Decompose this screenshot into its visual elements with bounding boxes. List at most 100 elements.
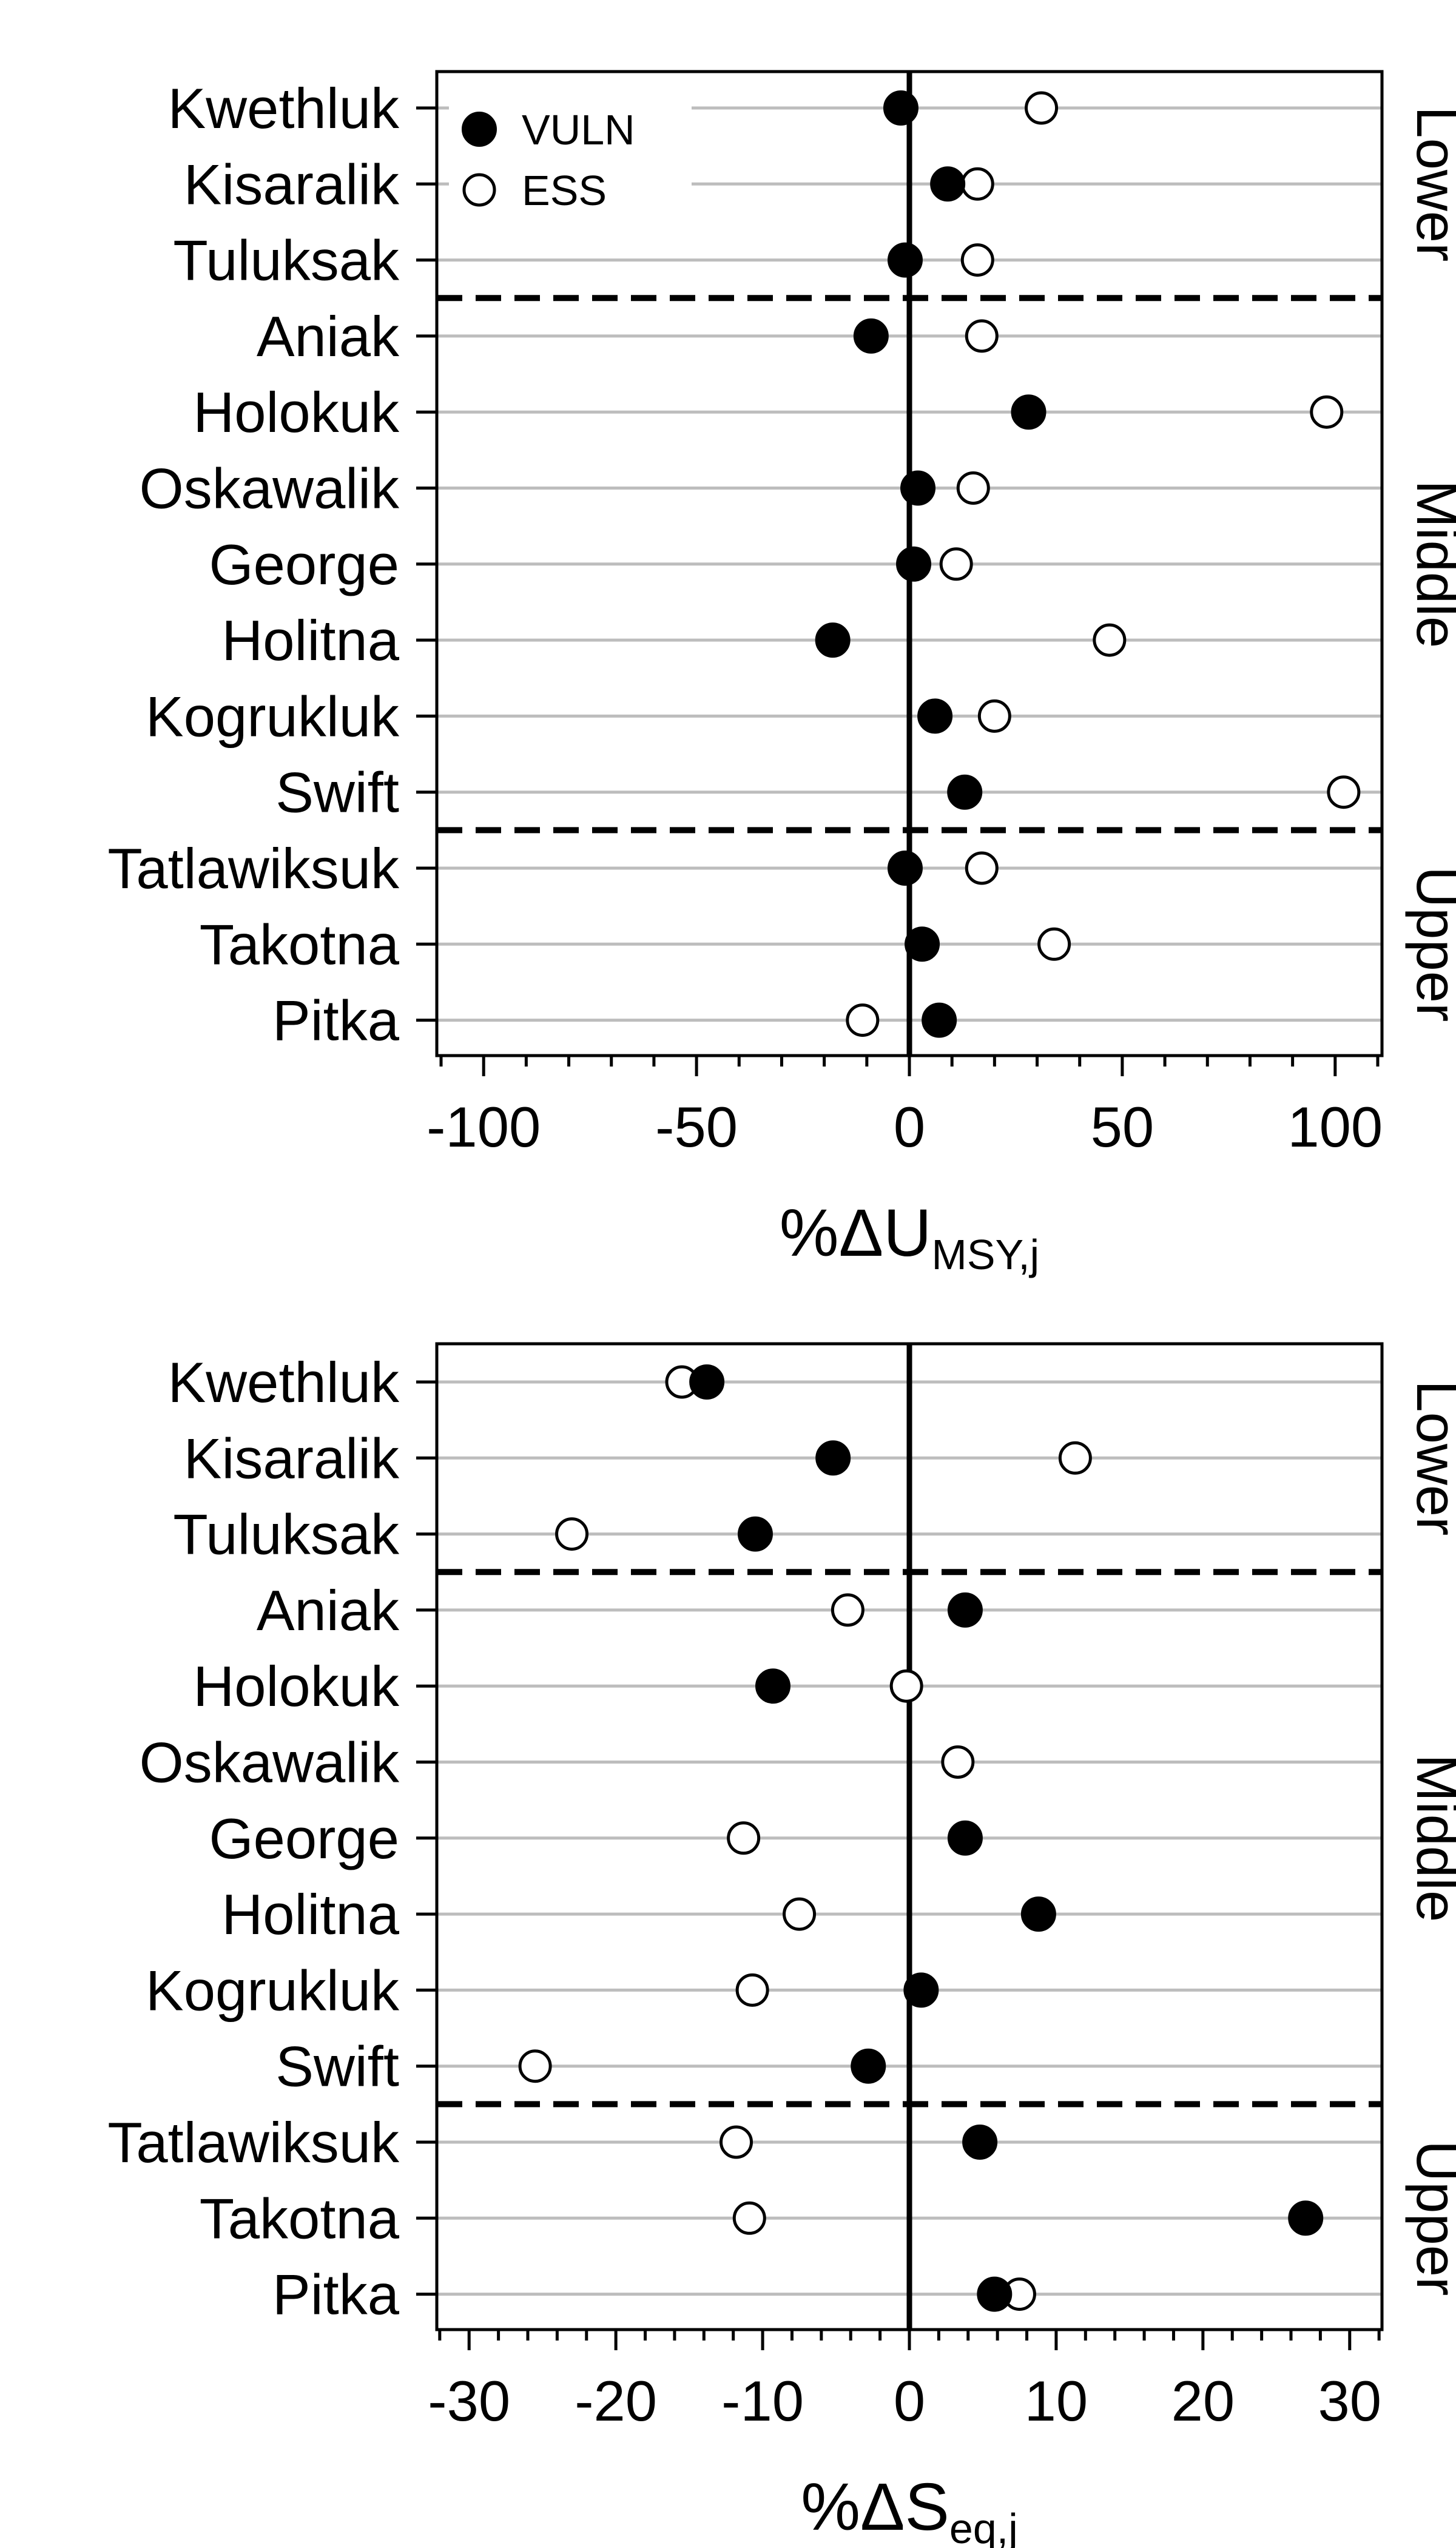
category-label: Oskawalik (140, 457, 400, 521)
ess-point (977, 699, 1011, 733)
category-label: Holokuk (193, 380, 400, 444)
ess-point (831, 1593, 864, 1627)
category-label: George (209, 1807, 399, 1870)
vuln-point (930, 166, 966, 202)
x-tick-label: 0 (894, 2369, 925, 2433)
x-axis-title: %ΔSeq,j (801, 2470, 1018, 2548)
ess-point (1093, 623, 1127, 657)
x-tick-label: 30 (1318, 2369, 1381, 2433)
ess-point (518, 2049, 552, 2083)
x-tick-label: 50 (1091, 1095, 1154, 1159)
vuln-point (896, 546, 932, 582)
vuln-point (900, 470, 936, 506)
vuln-point (1288, 2200, 1324, 2236)
category-label: Kogrukluk (146, 684, 400, 748)
vuln-point (922, 1002, 957, 1038)
ess-point (939, 547, 973, 581)
vuln-point (883, 90, 918, 126)
vuln-point (853, 318, 889, 354)
vuln-point (1020, 1896, 1056, 1932)
region-label: Upper (1405, 2140, 1456, 2296)
ess-point (732, 2201, 766, 2235)
vuln-point (947, 774, 983, 810)
vuln-point (689, 1364, 725, 1400)
category-label: Oskawalik (140, 1731, 400, 1795)
vuln-point (947, 1820, 983, 1856)
region-label: Lower (1405, 1380, 1456, 1535)
x-tick-label: -50 (655, 1095, 738, 1159)
category-label: Kwethluk (168, 1350, 400, 1414)
x-tick-label: -30 (428, 2369, 510, 2433)
category-label: Swift (275, 761, 399, 824)
ess-point (965, 319, 999, 353)
vuln-point (737, 1516, 773, 1552)
ess-point (941, 1745, 975, 1779)
ess-point (1037, 927, 1071, 961)
panel-seq: Lower Middle Upper Kwethluk Kisaralik Tuluksa… (107, 1342, 1456, 2548)
x-tick-label: 0 (894, 1095, 925, 1159)
category-label: Holitna (221, 1882, 399, 1946)
ess-point (783, 1897, 817, 1931)
ess-point (889, 1669, 923, 1703)
category-label: George (209, 533, 399, 596)
vuln-point (1011, 394, 1046, 430)
category-label: Pitka (272, 989, 400, 1053)
legend-vuln-marker (462, 112, 497, 147)
vuln-point (917, 698, 953, 734)
category-label: Holokuk (193, 1654, 400, 1718)
category-label: Aniak (257, 305, 400, 368)
region-label: Middle (1405, 480, 1456, 648)
vuln-point (887, 242, 923, 278)
vuln-point (962, 2125, 998, 2160)
ess-point (720, 2125, 753, 2159)
vuln-point (887, 851, 923, 886)
ess-point (956, 471, 990, 505)
category-label: Tatlawiksuk (107, 2111, 400, 2174)
ess-point (1058, 1441, 1092, 1475)
x-tick-label: 100 (1287, 1095, 1383, 1159)
legend-vuln-label: VULN (522, 106, 635, 153)
category-label: Swift (275, 2035, 399, 2098)
vuln-point (977, 2276, 1013, 2312)
ess-point (1327, 775, 1361, 809)
category-label: Takotna (200, 2186, 400, 2250)
category-label: Kisaralik (184, 1426, 400, 1490)
panel-umsy: Lower Middle Upper Kwethluk Kisaralik Tuluksa… (107, 70, 1456, 1278)
region-label: Lower (1405, 106, 1456, 261)
ess-point (960, 167, 994, 201)
vuln-point (755, 1668, 791, 1704)
category-label: Aniak (257, 1579, 400, 1642)
category-label: Kisaralik (184, 152, 400, 216)
x-axis-title: %ΔUMSY,j (780, 1196, 1039, 1278)
legend-ess-label: ESS (522, 167, 607, 214)
x-tick-label: -10 (721, 2369, 804, 2433)
ess-point (727, 1821, 761, 1855)
ess-point (1310, 395, 1344, 429)
x-tick-label: -100 (426, 1095, 541, 1159)
vuln-point (947, 1592, 983, 1628)
category-label: Tatlawiksuk (107, 837, 400, 900)
ess-point (1025, 91, 1059, 125)
region-label: Upper (1405, 866, 1456, 1022)
ess-point (846, 1003, 880, 1037)
category-label: Tuluksak (173, 229, 400, 292)
category-label: Kwethluk (168, 76, 400, 140)
vuln-point (851, 2048, 886, 2084)
category-label: Kogrukluk (146, 1958, 400, 2022)
vuln-point (903, 1972, 939, 2008)
ess-point (965, 851, 999, 885)
legend-ess-marker (462, 173, 496, 207)
x-tick-label: 20 (1171, 2369, 1235, 2433)
x-tick-label: 10 (1025, 2369, 1088, 2433)
vuln-point (815, 622, 851, 658)
vuln-point (815, 1440, 851, 1476)
category-label: Pitka (272, 2263, 400, 2327)
region-label: Middle (1405, 1754, 1456, 1922)
category-label: Takotna (200, 912, 400, 976)
ess-point (960, 243, 994, 277)
x-tick-label: -20 (575, 2369, 657, 2433)
category-label: Holitna (221, 608, 399, 672)
ess-point (555, 1517, 589, 1551)
vuln-point (905, 926, 940, 962)
